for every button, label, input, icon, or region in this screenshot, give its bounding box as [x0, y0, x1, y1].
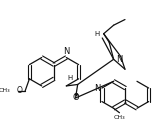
- Text: N: N: [94, 84, 100, 93]
- Text: N: N: [63, 47, 70, 56]
- Text: O: O: [17, 86, 22, 95]
- Text: O: O: [72, 94, 79, 102]
- Text: H: H: [95, 31, 100, 37]
- Text: CH₃: CH₃: [114, 115, 125, 120]
- Text: N: N: [116, 55, 123, 64]
- Text: CH₃: CH₃: [0, 88, 10, 93]
- Text: H: H: [67, 75, 72, 81]
